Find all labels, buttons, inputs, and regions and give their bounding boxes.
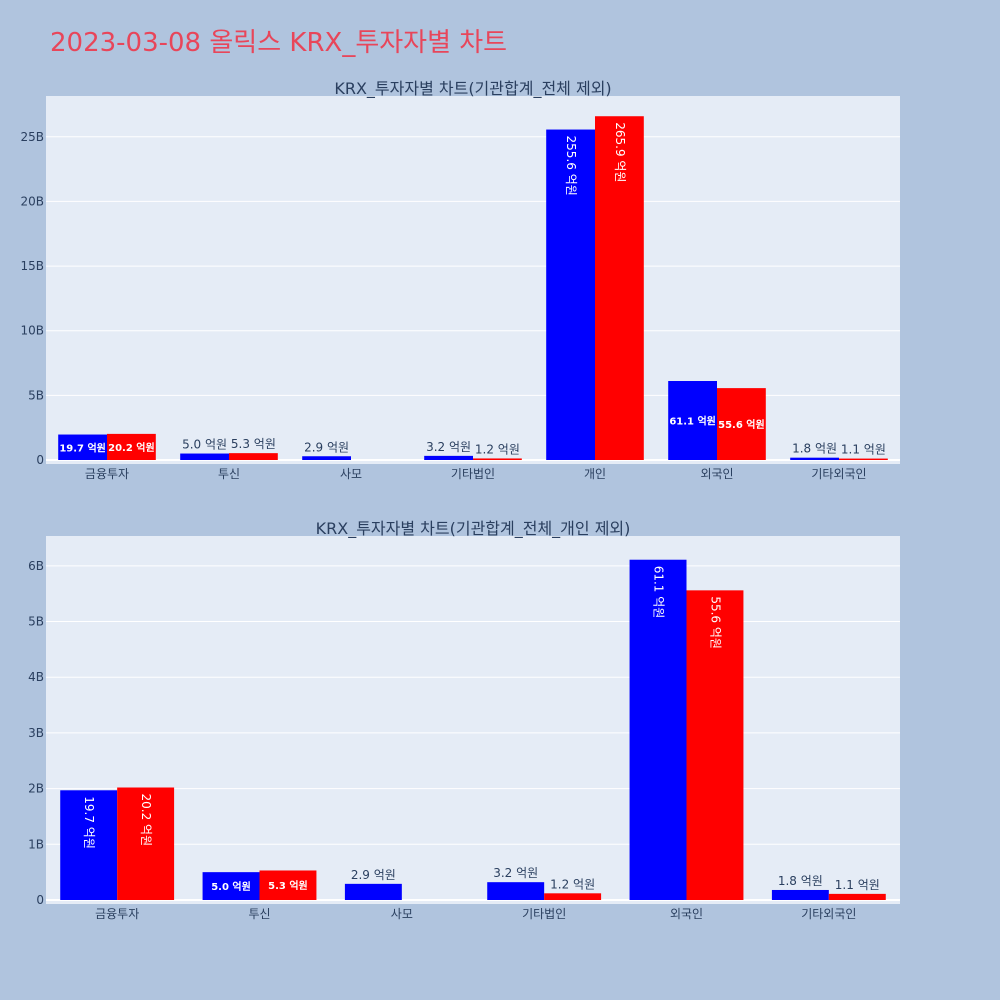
bar: [117, 787, 175, 900]
bar: [595, 116, 644, 461]
chart-1: 0 5B 10B 15B 20B 25B KRX_투자자별 차트(기관합계_전체 제외) 금융…: [20, 79, 900, 481]
y-tick-label: 6B: [28, 559, 44, 573]
bar: [546, 129, 595, 460]
data-label: 20.2 억원: [139, 794, 153, 847]
y-tick-label: 15B: [20, 259, 44, 273]
data-label: 1.8 억원: [778, 874, 823, 888]
x-tick-label: 기타외국인: [801, 907, 856, 921]
y-tick-label: 2B: [28, 782, 44, 796]
bar: [839, 458, 888, 460]
bar: [107, 433, 156, 460]
data-label: 2.9 억원: [351, 868, 396, 882]
bar: [302, 456, 351, 460]
bar: [790, 457, 839, 460]
x-tick-label: 사모: [391, 907, 413, 921]
bar: [686, 590, 744, 900]
data-label: 3.2 억원: [426, 440, 471, 454]
y-tick-label: 10B: [20, 324, 44, 338]
bar: [828, 893, 886, 900]
bar: [717, 388, 766, 460]
data-label: 55.6 억원: [718, 418, 765, 431]
data-label: 55.6 억원: [708, 596, 722, 649]
data-label: 1.2 억원: [475, 442, 520, 456]
data-label: 3.2 억원: [493, 866, 538, 880]
bar: [60, 790, 118, 900]
bar: [202, 872, 260, 900]
data-label: 255.6 억원: [564, 136, 578, 196]
y-tick-label: 0: [36, 453, 44, 467]
y-tick-label: 0: [36, 893, 44, 907]
data-label: 5.3 억원: [268, 879, 308, 892]
x-tick-label: 금융투자: [85, 467, 129, 481]
y-tick-label: 20B: [20, 194, 44, 208]
bar: [629, 559, 687, 900]
bar: [58, 434, 107, 460]
x-tick-label: 외국인: [700, 467, 733, 481]
data-label: 5.3 억원: [231, 437, 276, 451]
x-tick-label: 금융투자: [95, 907, 139, 921]
x-tick-label: 투신: [248, 907, 270, 921]
data-label: 19.7 억원: [59, 441, 106, 454]
bar: [180, 453, 229, 460]
bar: [229, 453, 278, 460]
bar: [344, 883, 402, 900]
plot-area: [46, 96, 900, 464]
data-label: 61.1 억원: [652, 566, 666, 619]
y-tick-label: 5B: [28, 388, 44, 402]
data-label: 1.1 억원: [835, 878, 880, 892]
x-tick-label: 기타법인: [451, 467, 495, 481]
data-label: 1.1 억원: [841, 443, 886, 457]
x-tick-label: 사모: [340, 467, 362, 481]
chart-title: KRX_투자자별 차트(기관합계_전체_개인 제외): [316, 519, 631, 539]
chart-2: 0 1B 2B 3B 4B 5B 6B KRX_투자자별 차트(기관합계_전체_개인 제외) 금…: [28, 519, 900, 921]
chart-title: KRX_투자자별 차트(기관합계_전체 제외): [334, 79, 611, 99]
y-tick-label: 3B: [28, 726, 44, 740]
x-tick-label: 개인: [584, 467, 606, 481]
bar: [487, 882, 545, 900]
data-label: 5.0 억원: [182, 438, 227, 452]
bar: [473, 458, 522, 460]
data-label: 19.7 억원: [82, 796, 96, 849]
data-label: 61.1 억원: [669, 415, 716, 428]
page-title: 2023-03-08 올릭스 KRX_투자자별 차트: [50, 28, 508, 58]
x-tick-label: 투신: [218, 467, 240, 481]
y-tick-label: 4B: [28, 670, 44, 684]
plot-area: [46, 536, 900, 904]
bar: [259, 870, 317, 900]
data-label: 1.2 억원: [550, 877, 595, 891]
y-tick-label: 1B: [28, 837, 44, 851]
data-label: 2.9 억원: [304, 440, 349, 454]
bar: [771, 889, 829, 900]
data-label: 5.0 억원: [211, 880, 251, 893]
data-label: 20.2 억원: [108, 441, 155, 454]
data-label: 265.9 억원: [613, 122, 627, 182]
bar: [424, 455, 473, 460]
x-tick-label: 기타법인: [522, 907, 566, 921]
y-tick-label: 5B: [28, 615, 44, 629]
x-tick-label: 기타외국인: [811, 467, 866, 481]
bar: [668, 381, 717, 460]
data-label: 1.8 억원: [792, 442, 837, 456]
y-tick-label: 25B: [20, 130, 44, 144]
x-tick-label: 외국인: [670, 907, 703, 921]
bar: [544, 893, 602, 900]
